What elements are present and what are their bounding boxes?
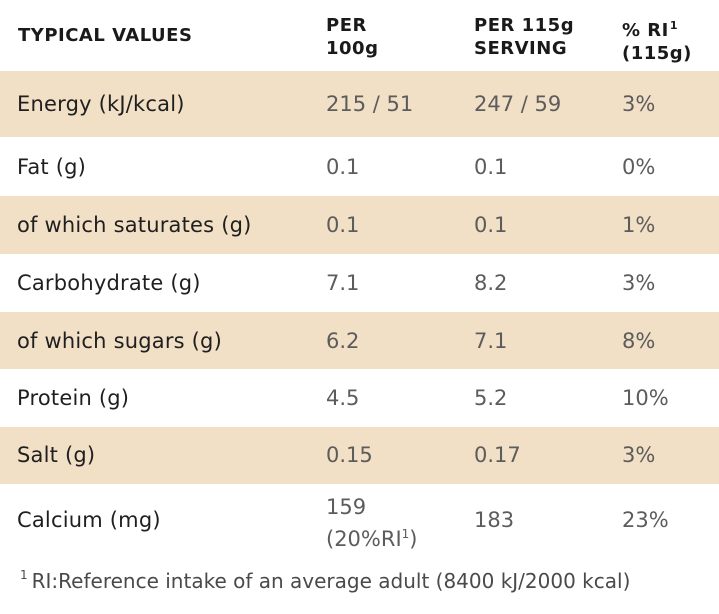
row-ri: 23%	[622, 508, 669, 532]
header-ri-footnote-marker: 1	[669, 19, 679, 32]
row-serving: 8.2	[474, 271, 508, 295]
row-ri: 10%	[622, 386, 669, 410]
row-per100: 0.1	[326, 213, 360, 237]
row-label: Energy (kJ/kcal)	[17, 92, 185, 116]
row-ri: 8%	[622, 329, 656, 353]
row-serving: 7.1	[474, 329, 508, 353]
row-ri: 3%	[622, 92, 656, 116]
table-row: Energy (kJ/kcal) 215 / 51 247 / 59 3%	[0, 71, 719, 137]
row-per100: 215 / 51	[326, 92, 414, 116]
row-per100-line2: (20%RI1)	[326, 521, 418, 553]
row-per100-footnote-marker: 1	[401, 527, 410, 541]
row-per100-close-paren: )	[409, 527, 418, 551]
header-ri-line1: % RI1	[622, 14, 692, 42]
table-row: Protein (g) 4.5 5.2 10%	[0, 369, 719, 427]
table-header: TYPICAL VALUES PER 100g PER 115g SERVING…	[0, 0, 719, 70]
row-label: Protein (g)	[17, 386, 130, 410]
table-row: Carbohydrate (g) 7.1 8.2 3%	[0, 254, 719, 312]
row-label: Salt (g)	[17, 443, 96, 467]
row-label: of which sugars (g)	[17, 329, 222, 353]
row-per100: 159 (20%RI1)	[326, 494, 418, 553]
header-ri-text: % RI	[622, 20, 669, 41]
row-label: of which saturates (g)	[17, 213, 252, 237]
row-serving: 5.2	[474, 386, 508, 410]
row-per100-ri-text: (20%RI	[326, 527, 402, 551]
table-row: Fat (g) 0.1 0.1 0%	[0, 137, 719, 196]
header-per-serving-line2: SERVING	[474, 38, 568, 59]
row-ri: 3%	[622, 443, 656, 467]
row-ri: 0%	[622, 155, 656, 179]
header-per-serving: PER 115g SERVING	[474, 14, 574, 60]
table-row: of which sugars (g) 6.2 7.1 8%	[0, 312, 719, 369]
row-label: Fat (g)	[17, 155, 87, 179]
footnote: 1 RI:Reference intake of an average adult…	[20, 568, 630, 593]
header-ri: % RI1 (115g)	[622, 14, 692, 65]
row-label: Calcium (mg)	[17, 508, 161, 532]
footnote-text: RI:Reference intake of an average adult …	[31, 569, 631, 593]
row-ri: 3%	[622, 271, 656, 295]
header-per-100g: PER 100g	[326, 14, 378, 60]
row-ri: 1%	[622, 213, 656, 237]
table-row: Salt (g) 0.15 0.17 3%	[0, 427, 719, 484]
row-per100: 0.1	[326, 155, 360, 179]
row-per100-line1: 159	[326, 495, 367, 519]
header-per-serving-line1: PER 115g	[474, 15, 575, 36]
header-per-100g-line1: PER	[326, 15, 367, 36]
row-serving: 0.17	[474, 443, 521, 467]
table-row: Calcium (mg) 159 (20%RI1) 183 23%	[0, 484, 719, 556]
header-typical-values: TYPICAL VALUES	[18, 25, 193, 46]
row-per100: 6.2	[326, 329, 360, 353]
row-label: Carbohydrate (g)	[17, 271, 201, 295]
row-per100: 0.15	[326, 443, 373, 467]
header-per-100g-line2: 100g	[326, 38, 379, 59]
row-serving: 0.1	[474, 155, 508, 179]
row-per100: 4.5	[326, 386, 360, 410]
table-row: of which saturates (g) 0.1 0.1 1%	[0, 196, 719, 254]
header-ri-line2: (115g)	[622, 43, 692, 64]
row-serving: 183	[474, 508, 515, 532]
row-serving: 0.1	[474, 213, 508, 237]
row-per100: 7.1	[326, 271, 360, 295]
row-serving: 247 / 59	[474, 92, 562, 116]
footnote-marker: 1	[20, 568, 28, 582]
